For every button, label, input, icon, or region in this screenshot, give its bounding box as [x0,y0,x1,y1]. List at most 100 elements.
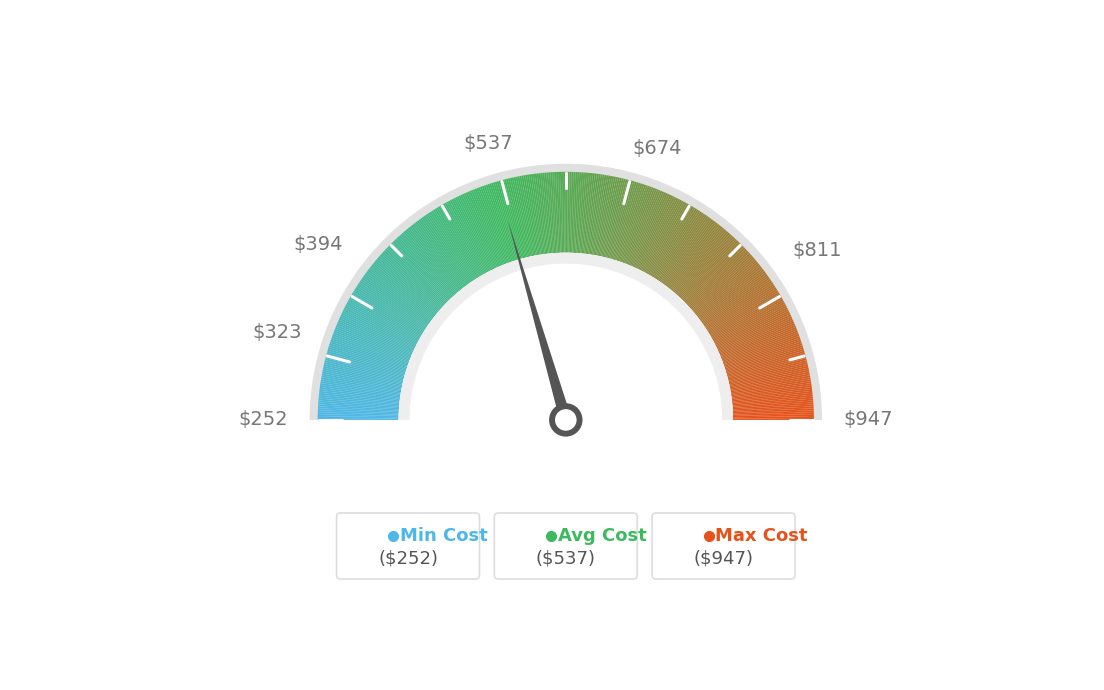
Wedge shape [709,292,779,335]
Wedge shape [401,234,455,295]
Wedge shape [353,290,423,334]
Wedge shape [699,269,764,319]
Wedge shape [464,193,498,268]
Wedge shape [374,260,438,313]
Wedge shape [733,418,814,420]
Wedge shape [655,209,699,279]
Wedge shape [331,337,408,366]
Wedge shape [720,325,796,357]
Wedge shape [330,342,407,368]
Wedge shape [339,318,413,353]
Wedge shape [732,395,813,404]
Wedge shape [732,393,813,403]
Wedge shape [360,280,427,327]
Wedge shape [733,404,814,411]
Wedge shape [391,243,448,302]
Wedge shape [693,259,756,313]
Wedge shape [657,211,702,280]
Wedge shape [354,288,424,333]
Wedge shape [518,176,534,256]
Wedge shape [411,225,463,289]
Wedge shape [732,389,813,400]
Wedge shape [702,277,769,325]
Text: Avg Cost: Avg Cost [558,526,647,544]
Wedge shape [505,179,526,258]
Wedge shape [719,319,794,353]
Text: $323: $323 [253,323,302,342]
Wedge shape [731,383,811,396]
Wedge shape [703,279,771,326]
Wedge shape [341,313,415,348]
Wedge shape [725,343,803,370]
Wedge shape [723,336,800,364]
Wedge shape [670,226,722,290]
Wedge shape [615,183,640,261]
Wedge shape [392,241,449,301]
Wedge shape [453,198,491,271]
Wedge shape [335,328,411,359]
Wedge shape [714,307,788,345]
Wedge shape [502,179,524,258]
Wedge shape [426,214,473,282]
Wedge shape [707,287,776,331]
Wedge shape [358,284,426,329]
Wedge shape [381,253,442,308]
Wedge shape [343,309,416,346]
Wedge shape [373,262,437,315]
Wedge shape [715,309,788,346]
Wedge shape [718,316,792,351]
Wedge shape [704,282,773,328]
Text: $252: $252 [238,411,288,429]
Wedge shape [318,416,399,419]
Wedge shape [399,253,733,420]
Wedge shape [639,197,677,270]
Wedge shape [603,178,622,257]
Wedge shape [368,269,433,319]
Wedge shape [624,187,654,264]
Text: Max Cost: Max Cost [715,526,808,544]
Wedge shape [495,181,519,259]
Wedge shape [617,184,645,262]
Wedge shape [439,206,481,276]
Wedge shape [558,172,562,253]
Wedge shape [690,255,752,309]
Wedge shape [623,186,651,263]
Wedge shape [378,257,439,311]
Wedge shape [732,400,814,408]
Wedge shape [436,208,479,277]
Wedge shape [523,175,539,255]
Wedge shape [369,268,434,319]
Wedge shape [319,393,400,403]
Wedge shape [732,399,814,407]
Wedge shape [690,253,751,308]
Wedge shape [410,264,722,420]
Wedge shape [609,181,634,259]
Wedge shape [700,273,766,322]
Wedge shape [511,177,531,257]
Wedge shape [720,323,795,356]
Wedge shape [325,358,404,380]
Wedge shape [332,334,408,363]
Wedge shape [681,240,739,300]
Wedge shape [583,173,593,254]
Wedge shape [367,271,432,321]
Wedge shape [337,323,412,356]
Wedge shape [325,360,404,381]
Wedge shape [664,218,712,285]
Wedge shape [730,371,809,388]
Wedge shape [697,265,761,317]
Wedge shape [513,177,532,257]
Wedge shape [466,193,499,267]
Wedge shape [399,253,733,420]
Wedge shape [584,173,595,254]
Wedge shape [539,173,549,254]
Wedge shape [574,172,580,253]
Wedge shape [725,345,803,371]
Wedge shape [598,177,616,256]
Wedge shape [694,262,758,315]
Wedge shape [347,302,418,342]
Wedge shape [723,337,800,366]
Wedge shape [641,199,680,272]
Wedge shape [349,299,420,339]
Wedge shape [614,182,639,260]
